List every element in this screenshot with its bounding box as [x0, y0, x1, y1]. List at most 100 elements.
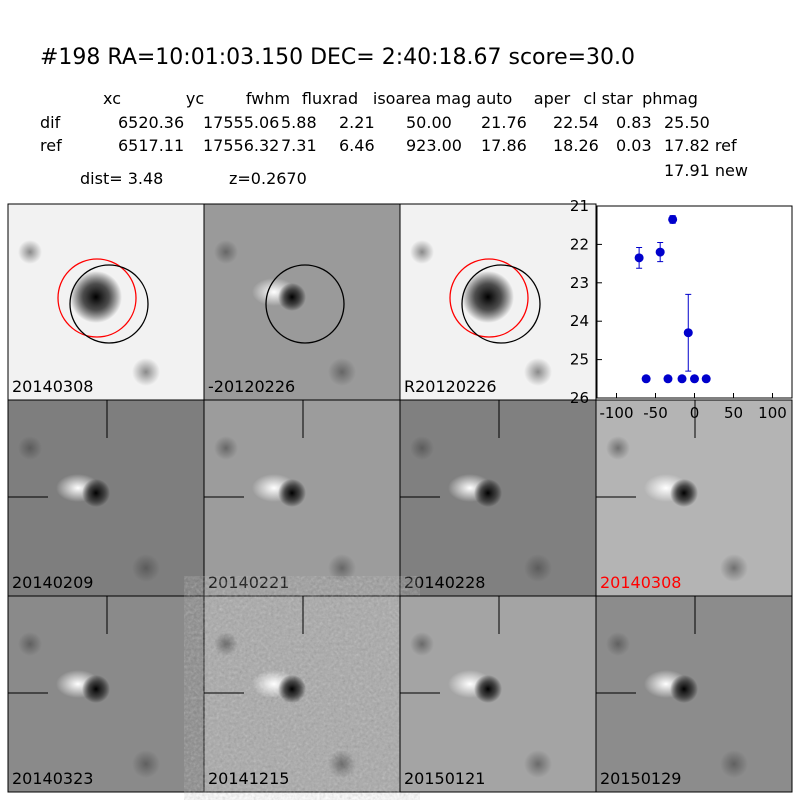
faint-source	[328, 358, 356, 386]
table-cell: 18.26	[553, 136, 599, 155]
table-extra: 17.91 new	[664, 161, 748, 180]
column-header: cl star	[583, 89, 633, 108]
faint-source	[524, 750, 552, 778]
faint-source	[132, 750, 160, 778]
faint-source	[410, 436, 434, 460]
table-cell: dif	[40, 113, 61, 132]
table-cell: 17.86	[481, 136, 527, 155]
table-cell: 923.00	[406, 136, 462, 155]
point	[663, 374, 673, 384]
plot-area	[596, 205, 793, 399]
stamp-label: 20150121	[404, 769, 485, 788]
table-cell: 6.46	[339, 136, 375, 155]
faint-source	[606, 632, 630, 656]
y-tick-label: 25	[570, 351, 589, 369]
y-tick-label: 23	[570, 274, 589, 292]
point	[677, 374, 687, 384]
table-cell: 2.21	[339, 113, 375, 132]
table-cell: ref	[40, 136, 62, 155]
stamp-label: 20140209	[12, 573, 93, 592]
faint-source	[214, 632, 238, 656]
column-header: xc	[103, 89, 121, 108]
source	[278, 479, 306, 507]
table-cell: 6520.36	[118, 113, 184, 132]
faint-source	[132, 358, 160, 386]
stamp-label: 20150129	[600, 769, 681, 788]
x-tick-label: -100	[599, 404, 633, 422]
stamp-label: 20141215	[208, 769, 289, 788]
source	[670, 675, 698, 703]
column-header: fwhm	[246, 89, 290, 108]
x-tick-label: 0	[690, 404, 700, 422]
point	[641, 374, 651, 384]
column-header: isoarea	[373, 89, 431, 108]
aperture-black	[69, 264, 149, 344]
point	[701, 374, 711, 384]
source	[474, 675, 502, 703]
x-tick-label: -50	[643, 404, 668, 422]
y-tick-label: 24	[570, 312, 589, 330]
y-tick-label: 22	[570, 235, 589, 253]
stamp-label: 20140308	[12, 377, 93, 396]
column-header: aper	[534, 89, 571, 108]
redshift: z=0.2670	[229, 169, 307, 188]
point	[668, 214, 678, 224]
x-tick-label: 100	[758, 404, 787, 422]
faint-source	[328, 750, 356, 778]
point	[655, 247, 665, 257]
source	[82, 479, 110, 507]
stamp-label: R20120226	[404, 377, 497, 396]
faint-source	[18, 436, 42, 460]
faint-source	[720, 554, 748, 582]
table-cell: 17555.06	[203, 113, 279, 132]
table-cell: 17556.32	[203, 136, 279, 155]
stamp-label: -20120226	[208, 377, 295, 396]
source	[462, 271, 514, 323]
table-cell: 7.31	[281, 136, 317, 155]
source	[70, 271, 122, 323]
stamp-label: 20140308	[600, 573, 681, 592]
faint-source	[524, 358, 552, 386]
column-header: fluxrad	[302, 89, 358, 108]
source	[474, 479, 502, 507]
y-tick-label: 21	[570, 197, 589, 215]
y-tick-label: 26	[570, 389, 589, 407]
stamp-label: 20140323	[12, 769, 93, 788]
faint-source	[524, 554, 552, 582]
source	[278, 283, 306, 311]
table-cell: 22.54	[553, 113, 599, 132]
source	[670, 479, 698, 507]
point	[634, 253, 644, 263]
point	[690, 374, 699, 384]
column-header: mag auto	[436, 89, 513, 108]
table-cell: 0.83	[616, 113, 652, 132]
table-cell: 25.50	[664, 113, 710, 132]
faint-source	[132, 554, 160, 582]
table-cell: 0.03	[616, 136, 652, 155]
faint-source	[214, 240, 238, 264]
faint-source	[606, 436, 630, 460]
point	[683, 328, 693, 338]
x-tick-label: 50	[724, 404, 743, 422]
title: #198 RA=10:01:03.150 DEC= 2:40:18.67 sco…	[40, 45, 635, 70]
table-cell: 6517.11	[118, 136, 184, 155]
faint-source	[720, 750, 748, 778]
faint-source	[214, 436, 238, 460]
column-header: phmag	[642, 89, 698, 108]
aperture-black	[461, 264, 541, 344]
stamp-label: 20140228	[404, 573, 485, 592]
stamp-label: 20140221	[208, 573, 289, 592]
table-cell: 50.00	[406, 113, 452, 132]
aperture-black	[265, 264, 345, 344]
column-header: yc	[186, 89, 204, 108]
dist: dist= 3.48	[80, 169, 163, 188]
faint-source	[410, 240, 434, 264]
aperture-red	[57, 258, 137, 338]
table-cell: 21.76	[481, 113, 527, 132]
source	[82, 675, 110, 703]
faint-source	[18, 240, 42, 264]
source	[278, 675, 306, 703]
table-cell: 17.82 ref	[664, 136, 737, 155]
